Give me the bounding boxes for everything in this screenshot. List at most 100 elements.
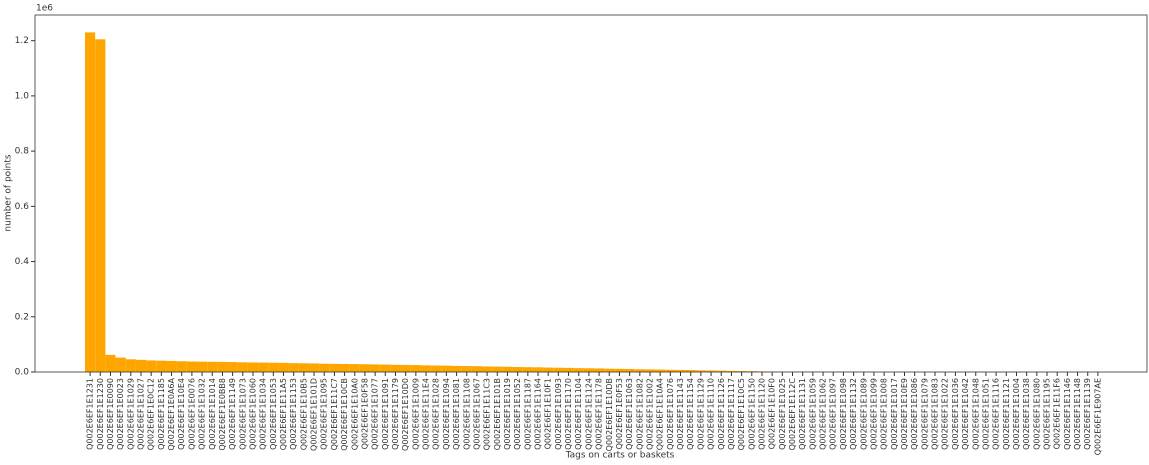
x-tick-label: Q002E6EF1E1029 <box>126 378 135 450</box>
x-tick-label: Q002E6EF1E1052 <box>513 378 522 450</box>
x-tick-label: Q002E6EF1E1079 <box>920 378 929 450</box>
y-tick-label: 0.4 <box>15 257 30 267</box>
bar <box>594 368 604 372</box>
bar <box>574 368 584 372</box>
x-tick-label: Q002E6EF1E1170 <box>564 378 573 450</box>
x-tick-label: Q002E6EF1E1025 <box>778 378 787 450</box>
bar <box>258 363 268 372</box>
x-tick-label: Q002E6EF1E1121 <box>1002 378 1011 450</box>
bar <box>166 361 176 372</box>
bar <box>187 362 197 372</box>
bar <box>502 367 512 372</box>
x-tick-label: Q002E6EF1E1004 <box>1012 378 1021 450</box>
x-tick-label: Q002E6EF1E1146 <box>1063 378 1072 450</box>
bar <box>360 364 370 372</box>
bar <box>441 366 451 372</box>
bar <box>105 355 115 372</box>
bar <box>309 363 319 372</box>
bar <box>268 363 278 372</box>
x-tick-label: Q002E6EF1E1104 <box>574 378 583 450</box>
x-tick-label: Q002E6EF1E1108 <box>462 378 471 450</box>
x-tick-label: Q002E6EF1E10F0 <box>768 378 777 449</box>
x-tick-label: Q002E6EF1E11A5 <box>279 378 288 450</box>
x-tick-label: Q002E6EF1E1067 <box>472 378 481 450</box>
offset-text: 1e6 <box>36 4 53 14</box>
x-tick-label: Q002E6EF1E1099 <box>869 378 878 450</box>
x-tick-label: Q002E6EF1E1094 <box>442 378 451 450</box>
x-tick-label: Q002E6EF1E1117 <box>727 378 736 450</box>
x-tick-label: Q002E6EF1E1124 <box>584 378 593 450</box>
x-tick-label: Q002E6EF1E1008 <box>880 378 889 450</box>
bar <box>238 362 248 372</box>
x-tick-label: Q002E6EF1E1116 <box>992 378 1001 450</box>
bar <box>401 365 411 372</box>
x-tick-label: Q002E6EF1E1009 <box>411 378 420 450</box>
x-tick-label: Q002E6EF1E1062 <box>819 378 828 450</box>
x-axis-label: Tags on carts or baskets <box>565 451 675 461</box>
x-tick-label: Q002E6EF1E10E4 <box>177 378 186 450</box>
x-tick-label: Q002E6EF1E1132 <box>849 378 858 450</box>
bar <box>604 369 614 372</box>
x-tick-label: Q002E6EF1E1089 <box>859 378 868 450</box>
y-tick-label: 1.0 <box>15 91 30 101</box>
x-tick-label: Q002E6EF1E1077 <box>371 378 380 450</box>
x-tick-label: Q002E6EF1E1164 <box>534 378 543 450</box>
x-tick-label: Q002E6EF1E1148 <box>1073 378 1082 450</box>
bar <box>319 364 329 372</box>
bar <box>513 367 523 372</box>
bar <box>492 367 502 372</box>
x-tick-label: Q002E6EF1E1081 <box>452 378 461 450</box>
x-tick-label: Q002E6EF1E0023 <box>116 378 125 450</box>
bar <box>146 360 156 372</box>
bar <box>635 369 645 372</box>
bar <box>177 361 187 372</box>
x-tick-label: Q002E6EF1E1082 <box>635 378 644 450</box>
x-tick-label: Q002E6EF1E0090 <box>106 378 115 450</box>
x-tick-label: Q002E6EF1E10DB <box>605 378 614 451</box>
x-tick-label: Q002E6EF1E10F1 <box>544 378 553 449</box>
x-tick-label: Q002E6EF1E1017 <box>890 378 899 450</box>
y-tick-label: 0.2 <box>15 312 29 322</box>
x-tick-label: Q002E6EF1E1098 <box>839 378 848 450</box>
bar <box>370 364 380 372</box>
x-tick-label: Q002E6EF1E10A4 <box>656 378 665 450</box>
x-tick-label: Q002E6EF1E1120 <box>757 378 766 450</box>
x-tick-label: Q002E6EF1E1129 <box>696 378 705 450</box>
x-tick-label: Q002E6EF1E1139 <box>1083 378 1092 450</box>
x-tick-label: Q002E6EF1E1086 <box>910 378 919 450</box>
x-tick-label: Q002E6EF1E1063 <box>625 378 634 450</box>
x-tick-label: Q002E6EF1E1028 <box>432 378 441 450</box>
y-tick-label: 0.8 <box>15 147 30 157</box>
bar <box>451 366 461 372</box>
bar <box>289 363 299 372</box>
x-tick-label: Q002E6EF1E1178 <box>595 378 604 450</box>
x-tick-label: Q002E6EF1E1110 <box>707 378 716 450</box>
bar <box>462 366 472 372</box>
x-tick-label: Q002E6EF1E1143 <box>676 378 685 450</box>
x-tick-label: Q002E6EF1E1051 <box>981 378 990 450</box>
x-tick-label: Q002E6EF1E0BB8 <box>218 378 227 451</box>
x-tick-label: Q002E6EF1E10C5 <box>737 378 746 450</box>
x-tick-label: Q002E6EF1E1036 <box>951 378 960 450</box>
x-tick-label: Q002E6EF1E1034 <box>259 378 268 450</box>
x-tick-label: Q002E6EF1E1230 <box>96 378 105 450</box>
x-tick-label: Q002E6EF1E1027 <box>136 378 145 450</box>
bar <box>228 362 238 372</box>
bar <box>299 363 309 372</box>
y-axis-label: number of points <box>4 154 14 231</box>
bar <box>278 363 288 372</box>
bar <box>411 365 421 372</box>
bar <box>482 366 492 372</box>
bar <box>350 364 360 372</box>
bar <box>380 365 390 372</box>
x-tick-label: Q002E6EF1E10CB <box>340 378 349 451</box>
bar <box>472 366 482 372</box>
bar <box>116 358 126 372</box>
x-tick-label: Q002E6EF1E1153 <box>289 378 298 450</box>
x-tick-label: Q002E6EF1E1059 <box>808 378 817 450</box>
y-tick-label: 0.6 <box>15 202 30 212</box>
bar <box>431 366 441 372</box>
x-tick-label: Q002E6EF1E0076 <box>187 378 196 450</box>
x-tick-label: Q002E6EF1E11C7 <box>330 378 339 450</box>
